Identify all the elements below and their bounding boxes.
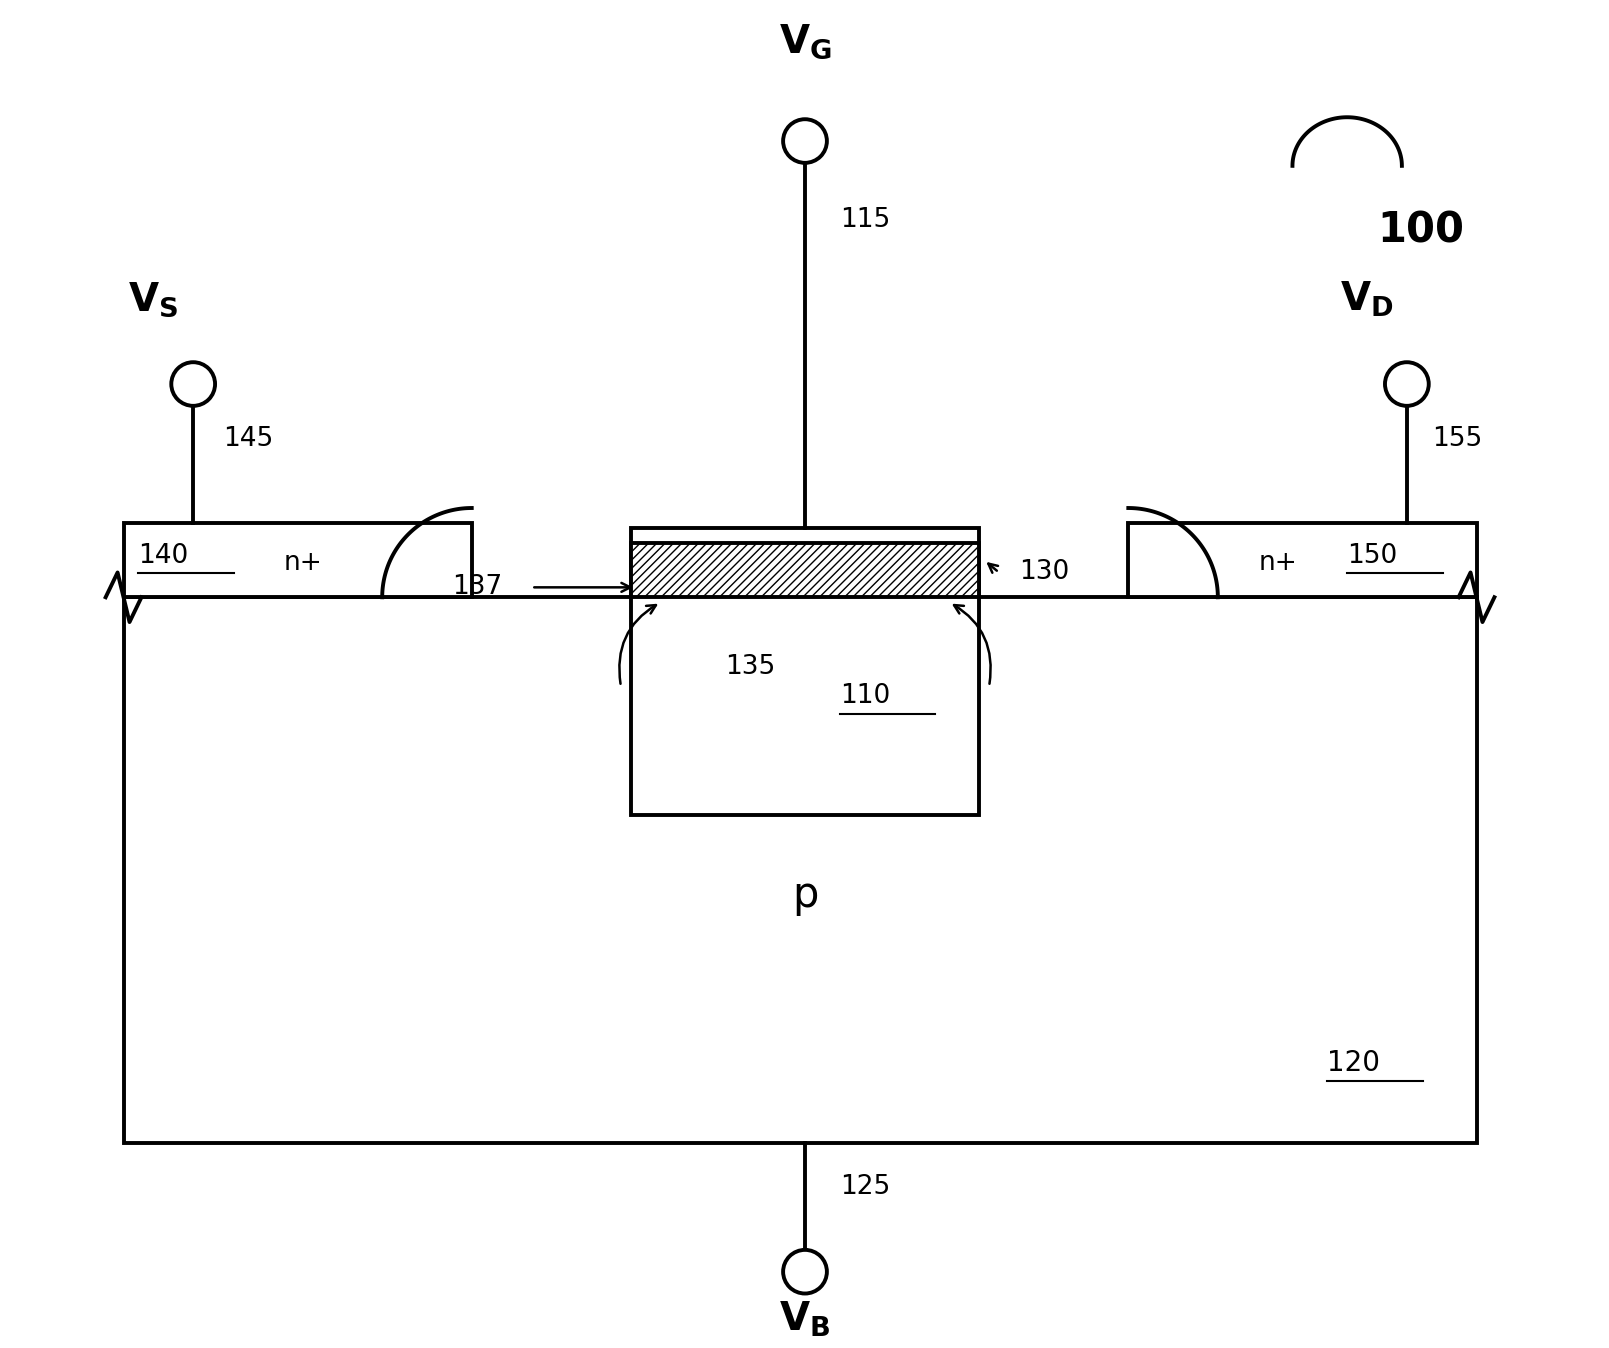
Circle shape	[171, 363, 216, 406]
Bar	[124, 597, 1477, 1143]
Text: $\mathbf{V_S}$: $\mathbf{V_S}$	[129, 280, 179, 319]
Text: 155: 155	[1432, 426, 1482, 452]
Bar	[631, 543, 980, 597]
Text: p: p	[792, 874, 819, 915]
Circle shape	[1385, 363, 1429, 406]
Text: $\mathbf{V_B}$: $\mathbf{V_B}$	[779, 1299, 830, 1339]
Text: n+: n+	[1258, 550, 1297, 576]
Text: 145: 145	[224, 426, 274, 452]
Text: 125: 125	[840, 1174, 890, 1200]
Circle shape	[784, 119, 827, 163]
Circle shape	[784, 1250, 827, 1294]
Text: 110: 110	[840, 683, 890, 709]
Text: 140: 140	[138, 543, 188, 569]
Text: 100: 100	[1377, 209, 1464, 251]
Text: n+: n+	[283, 550, 322, 576]
Text: 115: 115	[840, 208, 890, 233]
Text: 120: 120	[1327, 1049, 1381, 1077]
Text: $\mathbf{V_G}$: $\mathbf{V_G}$	[779, 23, 832, 61]
Bar	[631, 528, 980, 816]
Text: 135: 135	[726, 654, 776, 679]
Text: 150: 150	[1347, 543, 1398, 569]
Text: 130: 130	[1018, 559, 1068, 585]
Bar	[124, 523, 471, 597]
Bar	[1128, 523, 1477, 597]
Text: $\mathbf{V_D}$: $\mathbf{V_D}$	[1340, 280, 1393, 319]
Text: 137: 137	[452, 574, 502, 600]
